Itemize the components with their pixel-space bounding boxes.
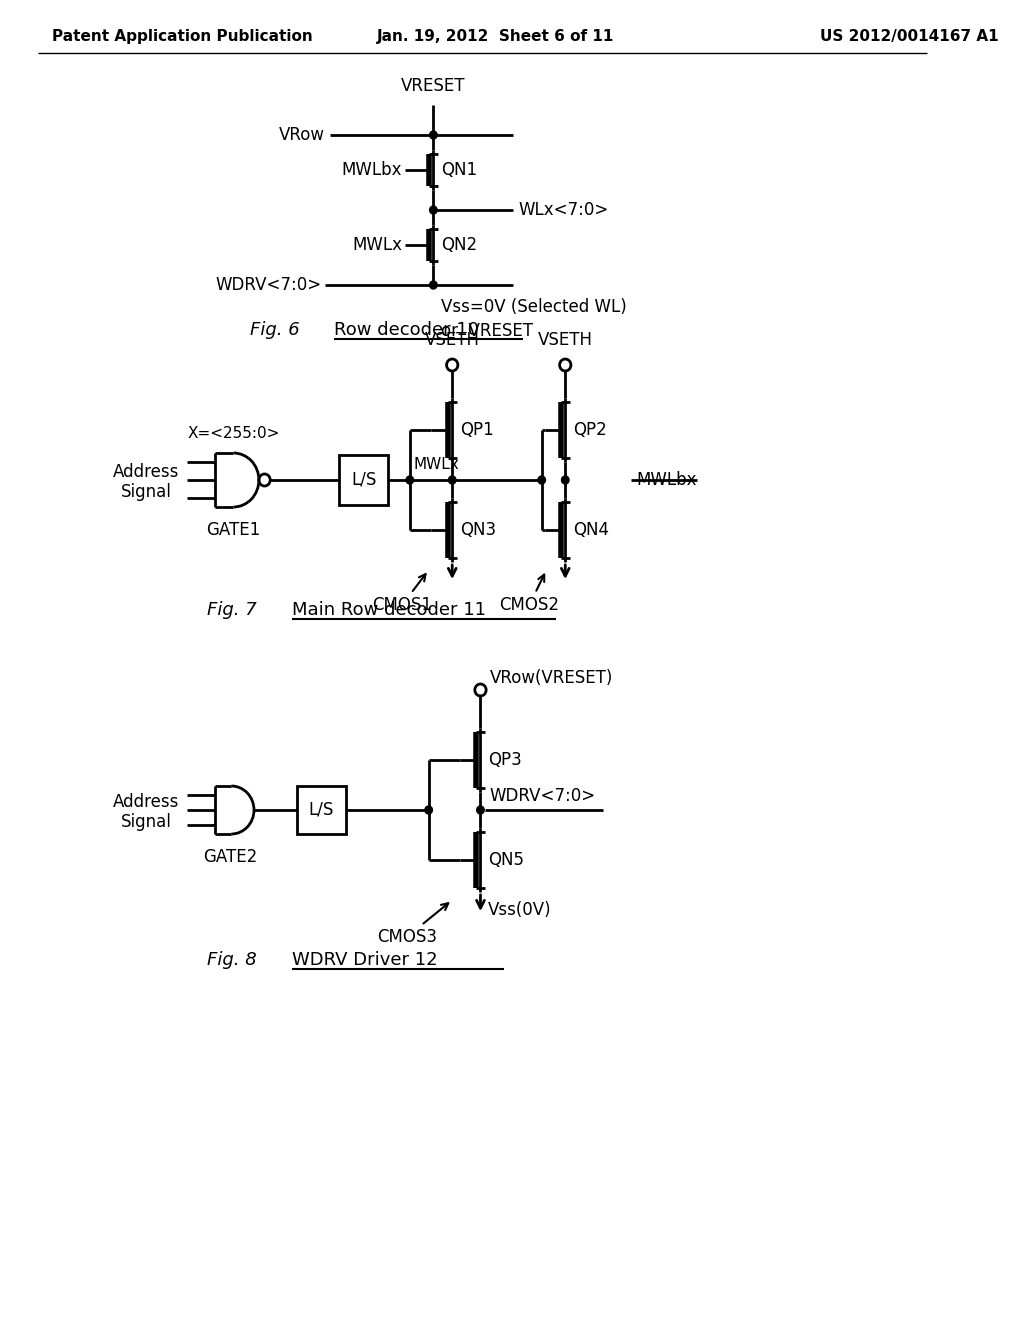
Text: Jan. 19, 2012  Sheet 6 of 11: Jan. 19, 2012 Sheet 6 of 11 (377, 29, 614, 45)
Text: Fig. 6: Fig. 6 (250, 321, 299, 339)
Circle shape (430, 131, 437, 139)
Text: Address: Address (113, 463, 179, 480)
Text: VRow(VRESET): VRow(VRESET) (489, 669, 613, 686)
Text: Vss(0V): Vss(0V) (488, 902, 552, 919)
Text: MWLx: MWLx (352, 236, 402, 253)
Text: Signal: Signal (121, 483, 171, 502)
Circle shape (430, 281, 437, 289)
Text: GATE1: GATE1 (207, 521, 261, 539)
Circle shape (430, 206, 437, 214)
Text: MWLbx: MWLbx (342, 161, 402, 180)
Circle shape (407, 477, 414, 484)
Text: CMOS3: CMOS3 (377, 903, 449, 946)
Text: WDRV Driver 12: WDRV Driver 12 (292, 950, 437, 969)
Circle shape (477, 807, 484, 814)
Text: Main Row decoder 11: Main Row decoder 11 (292, 601, 486, 619)
Text: VSETH: VSETH (425, 331, 479, 348)
Text: Signal: Signal (121, 813, 171, 832)
Text: QN3: QN3 (460, 521, 496, 539)
Text: Patent Application Publication: Patent Application Publication (52, 29, 312, 45)
Text: VRESET: VRESET (401, 77, 466, 95)
Text: or  VRESET: or VRESET (441, 322, 532, 341)
Bar (297, 785, 346, 834)
Text: WDRV<7:0>: WDRV<7:0> (216, 276, 323, 294)
Text: US 2012/0014167 A1: US 2012/0014167 A1 (819, 29, 998, 45)
Text: CMOS1: CMOS1 (372, 574, 432, 614)
Text: QN2: QN2 (441, 236, 477, 253)
Text: QN1: QN1 (441, 161, 477, 180)
Text: VRow: VRow (279, 125, 325, 144)
Text: X=<255:0>: X=<255:0> (187, 426, 280, 441)
Text: VSETH: VSETH (538, 331, 593, 348)
Text: MWLbx: MWLbx (636, 471, 696, 488)
Text: L/S: L/S (308, 801, 334, 818)
Text: Address: Address (113, 793, 179, 810)
Text: QP3: QP3 (488, 751, 522, 770)
Text: Fig. 8: Fig. 8 (207, 950, 257, 969)
Text: Vss=0V (Selected WL): Vss=0V (Selected WL) (441, 298, 627, 315)
Text: MWLx: MWLx (414, 457, 460, 473)
Circle shape (561, 477, 569, 484)
Text: GATE2: GATE2 (203, 847, 257, 866)
Text: QN5: QN5 (488, 851, 524, 869)
Text: Row decoder 10: Row decoder 10 (335, 321, 479, 339)
Circle shape (538, 477, 546, 484)
Text: QP2: QP2 (572, 421, 606, 440)
Circle shape (425, 807, 432, 814)
Circle shape (449, 477, 456, 484)
Bar (339, 455, 388, 506)
Text: CMOS2: CMOS2 (500, 574, 559, 614)
Text: Fig. 7: Fig. 7 (207, 601, 257, 619)
Text: QP1: QP1 (460, 421, 494, 440)
Text: WLx<7:0>: WLx<7:0> (518, 201, 608, 219)
Text: WDRV<7:0>: WDRV<7:0> (489, 787, 596, 805)
Text: L/S: L/S (351, 471, 377, 488)
Text: QN4: QN4 (572, 521, 609, 539)
